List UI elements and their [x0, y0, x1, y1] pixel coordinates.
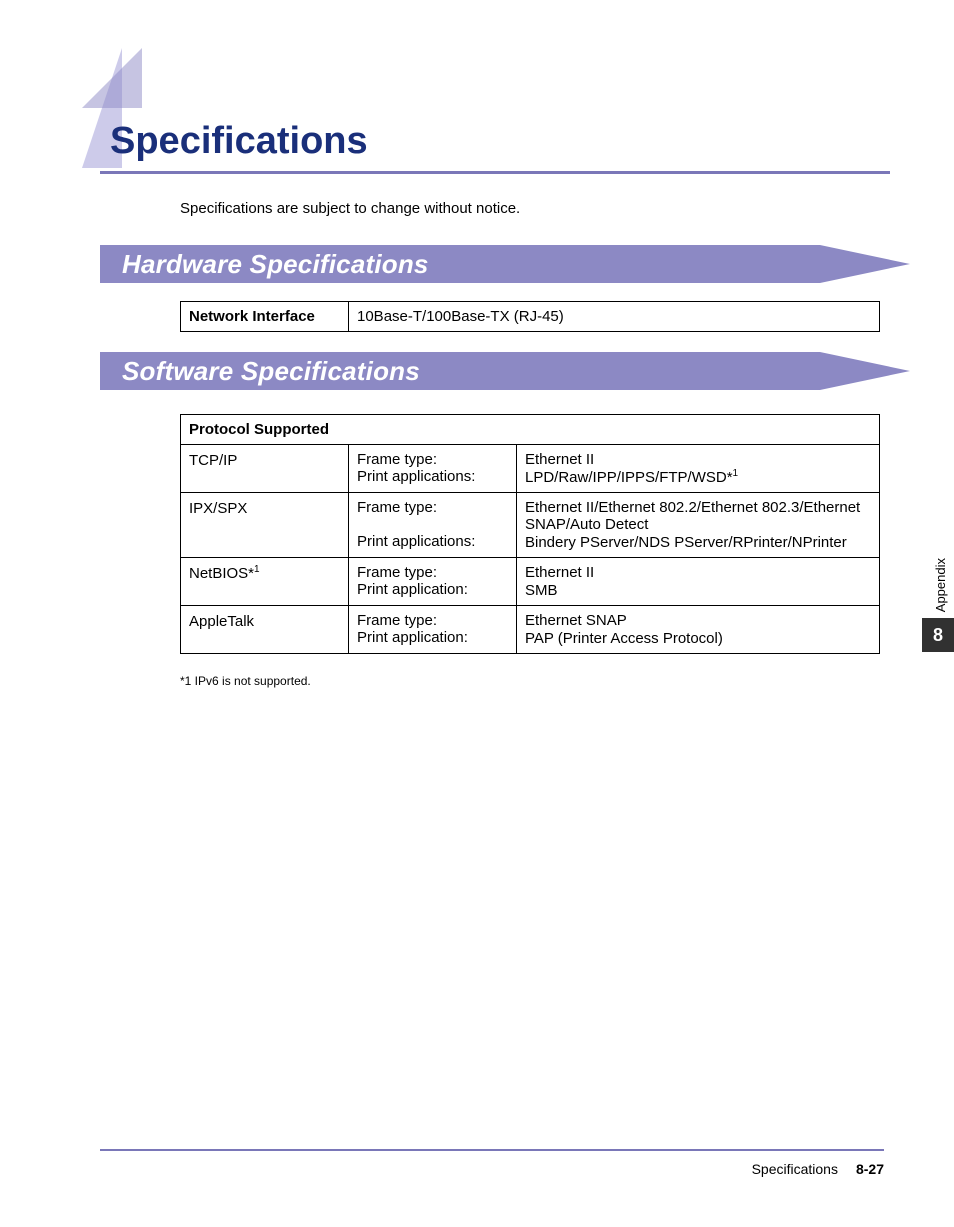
val-l2: SMB — [525, 582, 558, 599]
sw-row-name: AppleTalk — [181, 606, 349, 654]
sw-row-mid: Frame type: Print application: — [349, 558, 517, 606]
section-bar-tail — [820, 245, 910, 283]
footnote: *1 IPv6 is not supported. — [180, 674, 884, 688]
sw-row-mid: Frame type: Print applications: — [349, 445, 517, 493]
val-l2: LPD/Raw/IPP/IPPS/FTP/WSD* — [525, 469, 733, 486]
mid-l2: Print applications: — [357, 533, 475, 550]
protocol-name: IPX/SPX — [189, 500, 247, 517]
val-l1: Ethernet II — [525, 564, 594, 581]
mid-l1: Frame type: — [357, 612, 437, 629]
page-title: Specifications — [110, 120, 884, 169]
title-underline — [100, 171, 890, 174]
footer-page-number: 8-27 — [856, 1161, 884, 1177]
software-spec-table: Protocol Supported TCP/IP Frame type: Pr… — [180, 414, 880, 654]
footer-rule — [100, 1149, 884, 1151]
section-bar-tail — [820, 352, 910, 390]
mid-l2: Print applications: — [357, 468, 475, 485]
table-row: IPX/SPX Frame type: Print applications: … — [181, 493, 880, 558]
sw-row-name: NetBIOS*1 — [181, 558, 349, 606]
val-l1: Ethernet II — [525, 451, 594, 468]
table-row: TCP/IP Frame type: Print applications: E… — [181, 445, 880, 493]
sw-row-mid: Frame type: Print application: — [349, 606, 517, 654]
side-chapter-tab: 8 — [922, 618, 954, 652]
section-title-hardware: Hardware Specifications — [122, 249, 429, 280]
mid-l1: Frame type: — [357, 564, 437, 581]
footer-title: Specifications — [752, 1161, 838, 1177]
sw-row-val: Ethernet II LPD/Raw/IPP/IPPS/FTP/WSD*1 — [517, 445, 880, 493]
val-l2: PAP (Printer Access Protocol) — [525, 630, 723, 647]
section-title-software: Software Specifications — [122, 356, 420, 387]
mid-l1: Frame type: — [357, 499, 437, 516]
sw-row-name: IPX/SPX — [181, 493, 349, 558]
hw-row-label: Network Interface — [181, 302, 349, 332]
side-appendix-label: Appendix — [933, 558, 948, 612]
table-row: Network Interface 10Base-T/100Base-TX (R… — [181, 302, 880, 332]
sw-row-mid: Frame type: Print applications: — [349, 493, 517, 558]
val-l1: Ethernet SNAP — [525, 612, 627, 629]
page-footer: Specifications 8-27 — [100, 1149, 884, 1177]
protocol-name-sup: 1 — [254, 564, 260, 575]
sw-header: Protocol Supported — [181, 415, 880, 445]
mid-l2: Print application: — [357, 629, 468, 646]
section-bar-software: Software Specifications — [100, 352, 884, 390]
sw-row-val: Ethernet SNAP PAP (Printer Access Protoc… — [517, 606, 880, 654]
table-row: NetBIOS*1 Frame type: Print application:… — [181, 558, 880, 606]
hw-row-value: 10Base-T/100Base-TX (RJ-45) — [349, 302, 880, 332]
protocol-name: NetBIOS* — [189, 565, 254, 582]
table-row: Protocol Supported — [181, 415, 880, 445]
val-l2-sup: 1 — [733, 468, 739, 479]
mid-l2: Print application: — [357, 581, 468, 598]
intro-text: Specifications are subject to change wit… — [180, 200, 884, 217]
protocol-name: TCP/IP — [189, 452, 237, 469]
hardware-spec-table: Network Interface 10Base-T/100Base-TX (R… — [180, 301, 880, 332]
val-l2: Bindery PServer/NDS PServer/RPrinter/NPr… — [525, 534, 847, 551]
mid-l1: Frame type: — [357, 451, 437, 468]
sw-row-val: Ethernet II/Ethernet 802.2/Ethernet 802.… — [517, 493, 880, 558]
protocol-name: AppleTalk — [189, 613, 254, 630]
table-row: AppleTalk Frame type: Print application:… — [181, 606, 880, 654]
val-l1: Ethernet II/Ethernet 802.2/Ethernet 802.… — [525, 499, 860, 533]
section-bar-hardware: Hardware Specifications — [100, 245, 884, 283]
sw-row-val: Ethernet II SMB — [517, 558, 880, 606]
sw-row-name: TCP/IP — [181, 445, 349, 493]
decorative-triangle-mid — [82, 48, 142, 108]
